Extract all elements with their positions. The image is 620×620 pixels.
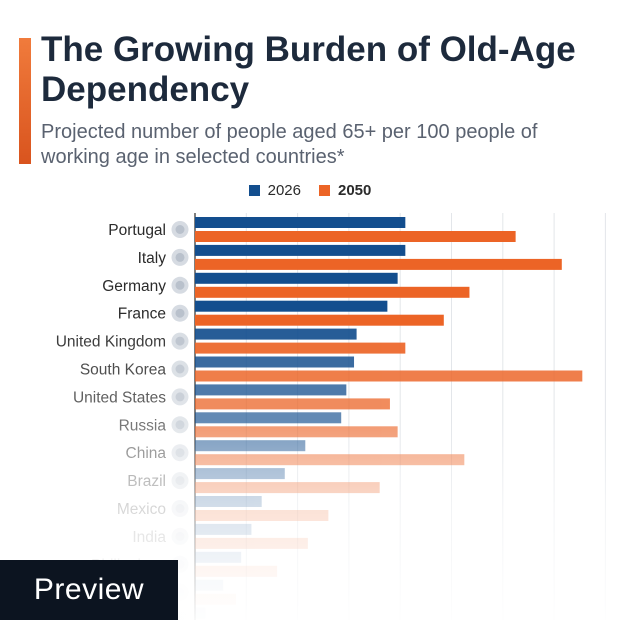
bar-2026 bbox=[195, 217, 406, 228]
bar-2050 bbox=[195, 342, 406, 354]
flag-united-kingdom-icon bbox=[171, 332, 189, 350]
chart-row: South Korea bbox=[80, 356, 583, 382]
chart-row: India bbox=[132, 523, 308, 549]
bar-2026 bbox=[195, 579, 224, 591]
flag-mexico-icon bbox=[171, 500, 189, 517]
chart-row: United Kingdom bbox=[56, 328, 406, 354]
flag-emblem bbox=[175, 392, 185, 402]
legend-label-2050: 2050 bbox=[338, 181, 372, 199]
flag-china-icon bbox=[171, 444, 189, 462]
bar-2050 bbox=[195, 314, 444, 326]
category-label: Mexico bbox=[117, 501, 166, 518]
category-label: Brazil bbox=[127, 473, 166, 490]
chart-row: Russia bbox=[119, 412, 398, 438]
bar-2050 bbox=[195, 537, 308, 549]
flag-emblem bbox=[175, 364, 185, 374]
bar-2050 bbox=[195, 286, 470, 298]
category-label: France bbox=[118, 306, 166, 323]
category-label: China bbox=[126, 445, 167, 462]
flag-emblem bbox=[175, 252, 185, 262]
legend-item-2050: 2050 bbox=[319, 182, 371, 199]
flag-emblem bbox=[175, 420, 185, 430]
chart-row: Mexico bbox=[117, 496, 329, 521]
bar-2026 bbox=[195, 551, 242, 563]
chart-row: Italy bbox=[138, 244, 562, 270]
legend-label-2026: 2026 bbox=[267, 181, 301, 199]
bar-2050 bbox=[195, 370, 583, 382]
bar-2050 bbox=[195, 398, 390, 410]
flag-emblem bbox=[175, 280, 185, 290]
flag-india-icon bbox=[171, 527, 189, 545]
bar-2050 bbox=[195, 565, 278, 577]
chart-row: United States bbox=[73, 384, 390, 410]
category-label: Germany bbox=[102, 278, 166, 295]
flag-emblem bbox=[175, 448, 185, 458]
flag-united-states-icon bbox=[171, 388, 189, 406]
flag-emblem bbox=[175, 476, 185, 486]
bar-2026 bbox=[195, 607, 206, 619]
preview-badge: Preview bbox=[0, 560, 178, 620]
flag-brazil-icon bbox=[171, 472, 189, 490]
legend-swatch-2026 bbox=[248, 184, 260, 196]
bar-2026 bbox=[195, 440, 306, 452]
chart-subtitle: Projected number of people aged 65+ per … bbox=[41, 121, 538, 168]
bar-2026 bbox=[195, 272, 398, 284]
bar-2026 bbox=[195, 244, 406, 256]
title-accent-bar bbox=[19, 38, 31, 164]
bar-2050 bbox=[195, 510, 329, 521]
bar-2050 bbox=[195, 426, 398, 438]
bar-2050 bbox=[195, 593, 237, 605]
category-label: South Korea bbox=[80, 362, 167, 379]
chart-title: The Growing Burden of Old-Age Dependency bbox=[41, 30, 576, 109]
chart-row: Germany bbox=[102, 272, 470, 298]
bar-2026 bbox=[195, 384, 347, 396]
flag-south-korea-icon bbox=[171, 360, 189, 378]
category-label: Portugal bbox=[108, 222, 166, 239]
chart-row bbox=[171, 579, 237, 605]
bar-2026 bbox=[195, 496, 262, 507]
category-label: India bbox=[132, 529, 166, 546]
flag-emblem bbox=[175, 308, 185, 318]
bar-2026 bbox=[195, 356, 355, 368]
bar-2050 bbox=[195, 454, 465, 466]
flag-germany-icon bbox=[171, 276, 189, 294]
chart-row: Brazil bbox=[127, 468, 380, 494]
flag-emblem bbox=[175, 336, 185, 346]
bar-2050 bbox=[195, 258, 562, 270]
chart-row: France bbox=[118, 300, 444, 326]
bar-2050 bbox=[195, 482, 380, 494]
flag-portugal-icon bbox=[171, 221, 189, 238]
bar-chart: Portugal Italy Germany France United Kingdom… bbox=[56, 213, 606, 620]
category-label: Italy bbox=[138, 250, 167, 267]
category-label: United Kingdom bbox=[56, 334, 166, 351]
legend-swatch-2050 bbox=[319, 184, 330, 196]
legend-item-2026: 2026 bbox=[248, 181, 301, 199]
bar-2026 bbox=[195, 412, 342, 424]
chart-row: China bbox=[126, 440, 465, 466]
flag-france-icon bbox=[171, 304, 189, 322]
bar-2026 bbox=[195, 523, 252, 535]
flag-emblem bbox=[175, 225, 185, 234]
legend: 2026 2050 bbox=[0, 180, 620, 200]
flag-emblem bbox=[175, 504, 185, 513]
category-label: United States bbox=[73, 389, 166, 406]
bar-2026 bbox=[195, 328, 357, 340]
chart-row: Portugal bbox=[108, 217, 516, 242]
bar-2026 bbox=[195, 468, 285, 480]
flag-emblem bbox=[175, 531, 185, 541]
flag-russia-icon bbox=[171, 416, 189, 434]
category-label: Russia bbox=[119, 417, 167, 434]
flag-italy-icon bbox=[171, 248, 189, 266]
bar-2026 bbox=[195, 300, 388, 312]
bar-2050 bbox=[195, 231, 516, 242]
